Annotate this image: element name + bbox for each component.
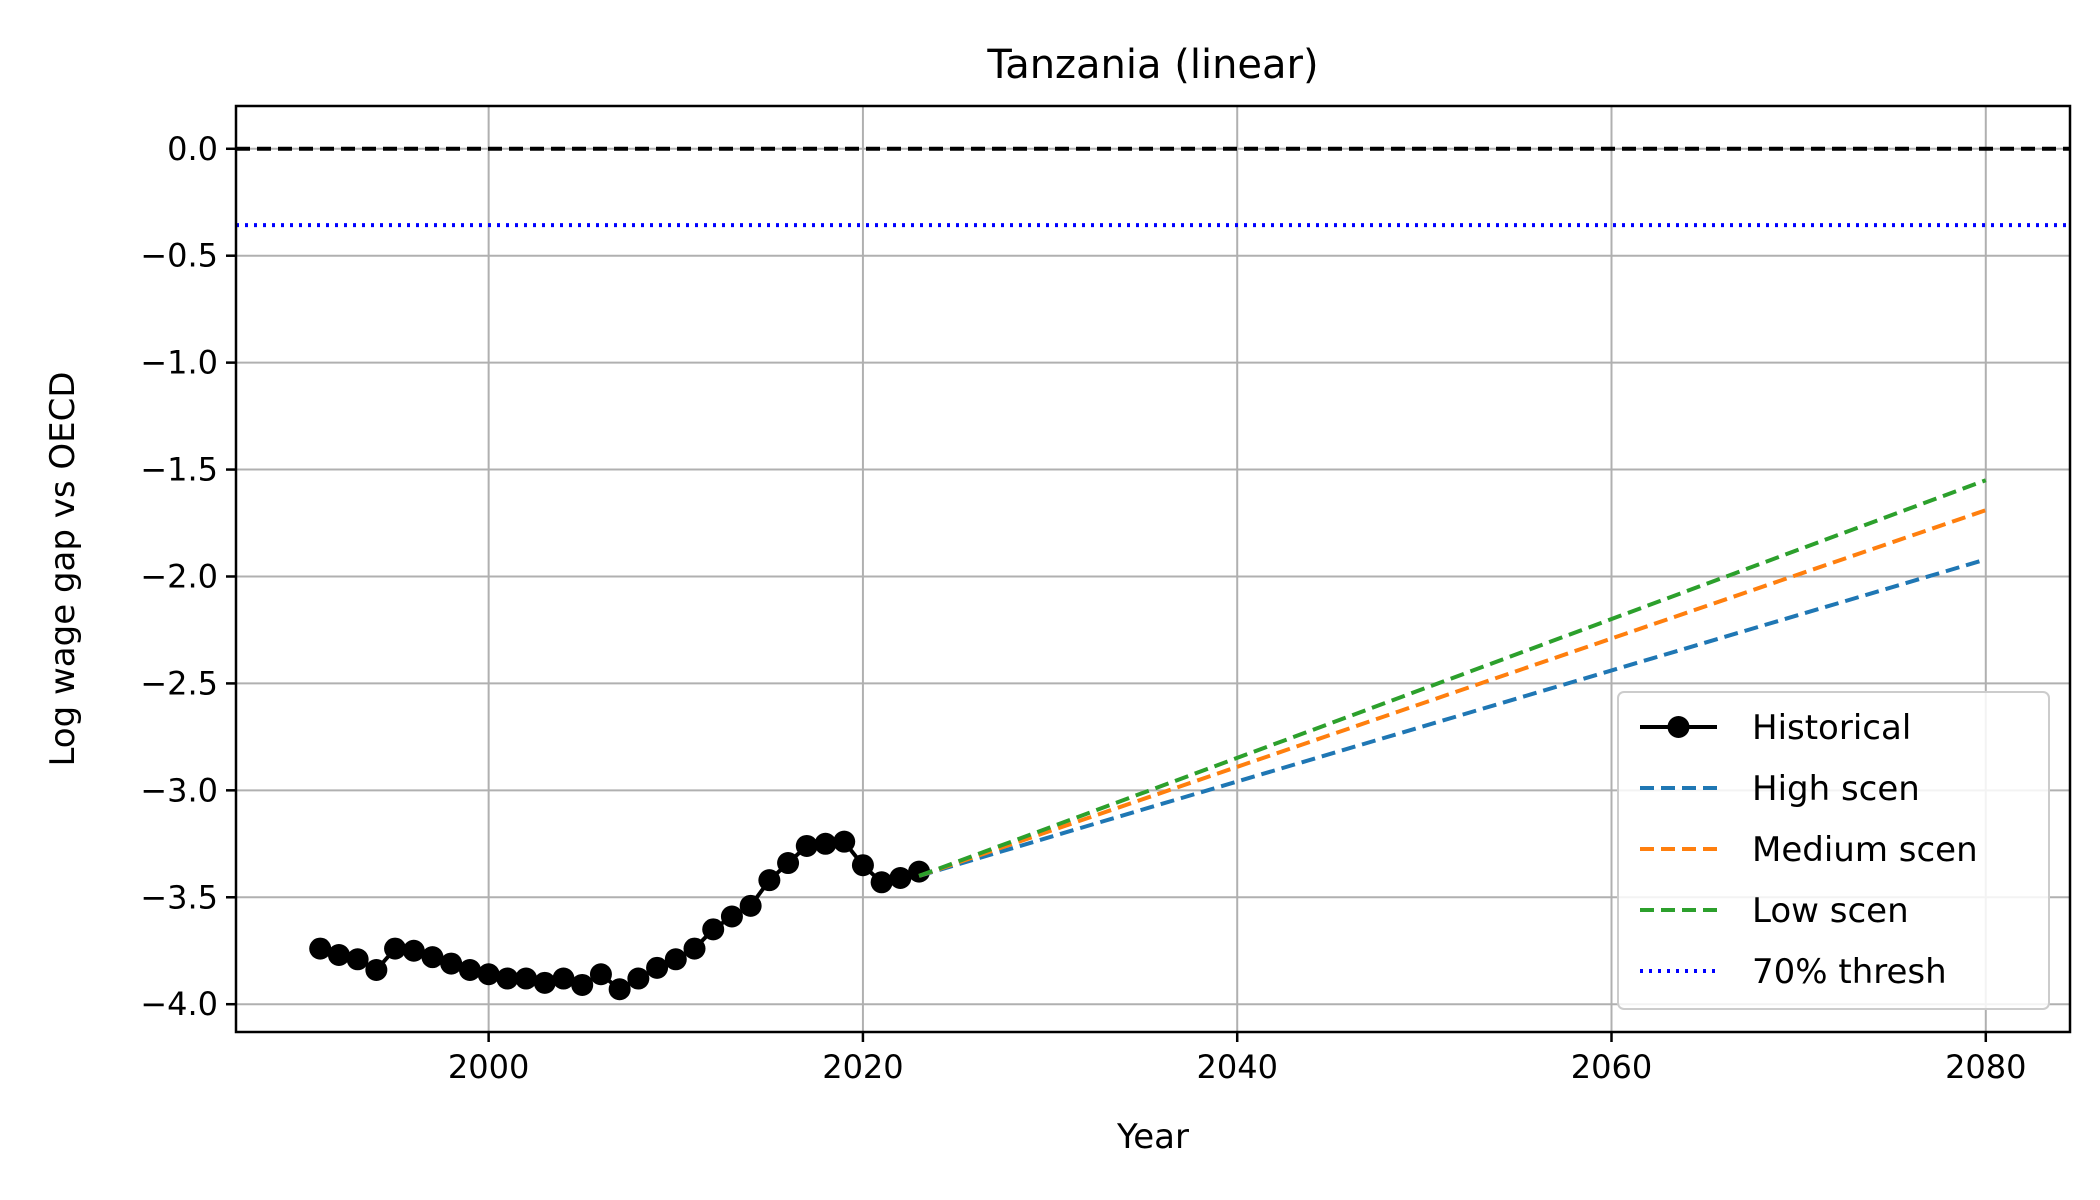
series-lines [309,478,1987,1001]
y-tick-label: −1.5 [140,451,218,489]
x-axis-label: Year [1116,1117,1189,1157]
historical-point [814,832,837,855]
x-tick-label: 2000 [448,1048,529,1086]
historical-point [384,937,407,960]
historical-point [646,956,669,979]
historical-point [496,967,519,990]
y-tick-label: −1.0 [140,344,218,382]
legend-label-historical: Historical [1752,708,1911,748]
y-tick-label: −3.0 [140,771,218,809]
historical-point [908,860,931,883]
historical-point [758,869,781,892]
historical-point [720,905,743,928]
historical-point [421,946,444,969]
reference-lines [236,146,2070,228]
historical-point [702,918,725,941]
historical-point [683,937,706,960]
legend-marker-historical [1667,716,1690,738]
historical-point [889,867,912,890]
historical-point [515,967,538,990]
legend-box [1617,691,2050,1010]
legend-label-medium-scen: Medium scen [1752,830,1978,870]
historical-point [664,948,687,971]
historical-point [552,967,575,990]
historical-point [440,952,463,975]
historical-point [327,944,350,967]
x-tick-label: 2080 [1945,1048,2026,1086]
historical-point [870,871,893,894]
historical-point [589,963,612,986]
historical-point [777,852,800,875]
y-tick-label: −0.5 [140,237,218,275]
high-scen-line [918,557,1987,878]
historical-point [477,963,500,986]
x-tick-label: 2020 [822,1048,903,1086]
historical-point [608,978,631,1001]
historical-point [627,967,650,990]
y-tick-label: 0.0 [167,130,218,168]
y-tick-label: −2.5 [140,664,218,702]
historical-point [851,854,874,877]
historical-point [739,894,762,917]
historical-point [402,939,425,962]
x-tick-label: 2040 [1196,1048,1277,1086]
low-scen-line [918,478,1987,878]
y-axis-label: Log wage gap vs OECD [43,371,83,766]
historical-point [346,948,369,971]
legend-label-70-thresh: 70% thresh [1752,952,1947,992]
y-tick-label: −4.0 [140,985,218,1023]
legend-label-high-scen: High scen [1752,769,1920,809]
y-tick-label: −2.0 [140,557,218,595]
y-tick-label: −3.5 [140,878,218,916]
x-tick-label: 2060 [1571,1048,1652,1086]
legend: Historical High scen Medium scen Low scen 70… [1617,691,2050,1010]
historical-point [533,971,556,994]
axis-ticks: 2000 2020 2040 2060 2080 0.0 −0.5 −1.0 −1.5 −2.0 −… [140,130,2026,1086]
historical-point [458,958,481,981]
plot-area-frame [234,104,2072,1034]
historical-point [795,834,818,857]
historical-point [365,958,388,981]
historical-point [833,830,856,853]
historical-point [571,973,594,996]
legend-label-low-scen: Low scen [1752,891,1909,931]
historical-point [309,937,332,960]
chart-title: Tanzania (linear) [986,42,1318,88]
